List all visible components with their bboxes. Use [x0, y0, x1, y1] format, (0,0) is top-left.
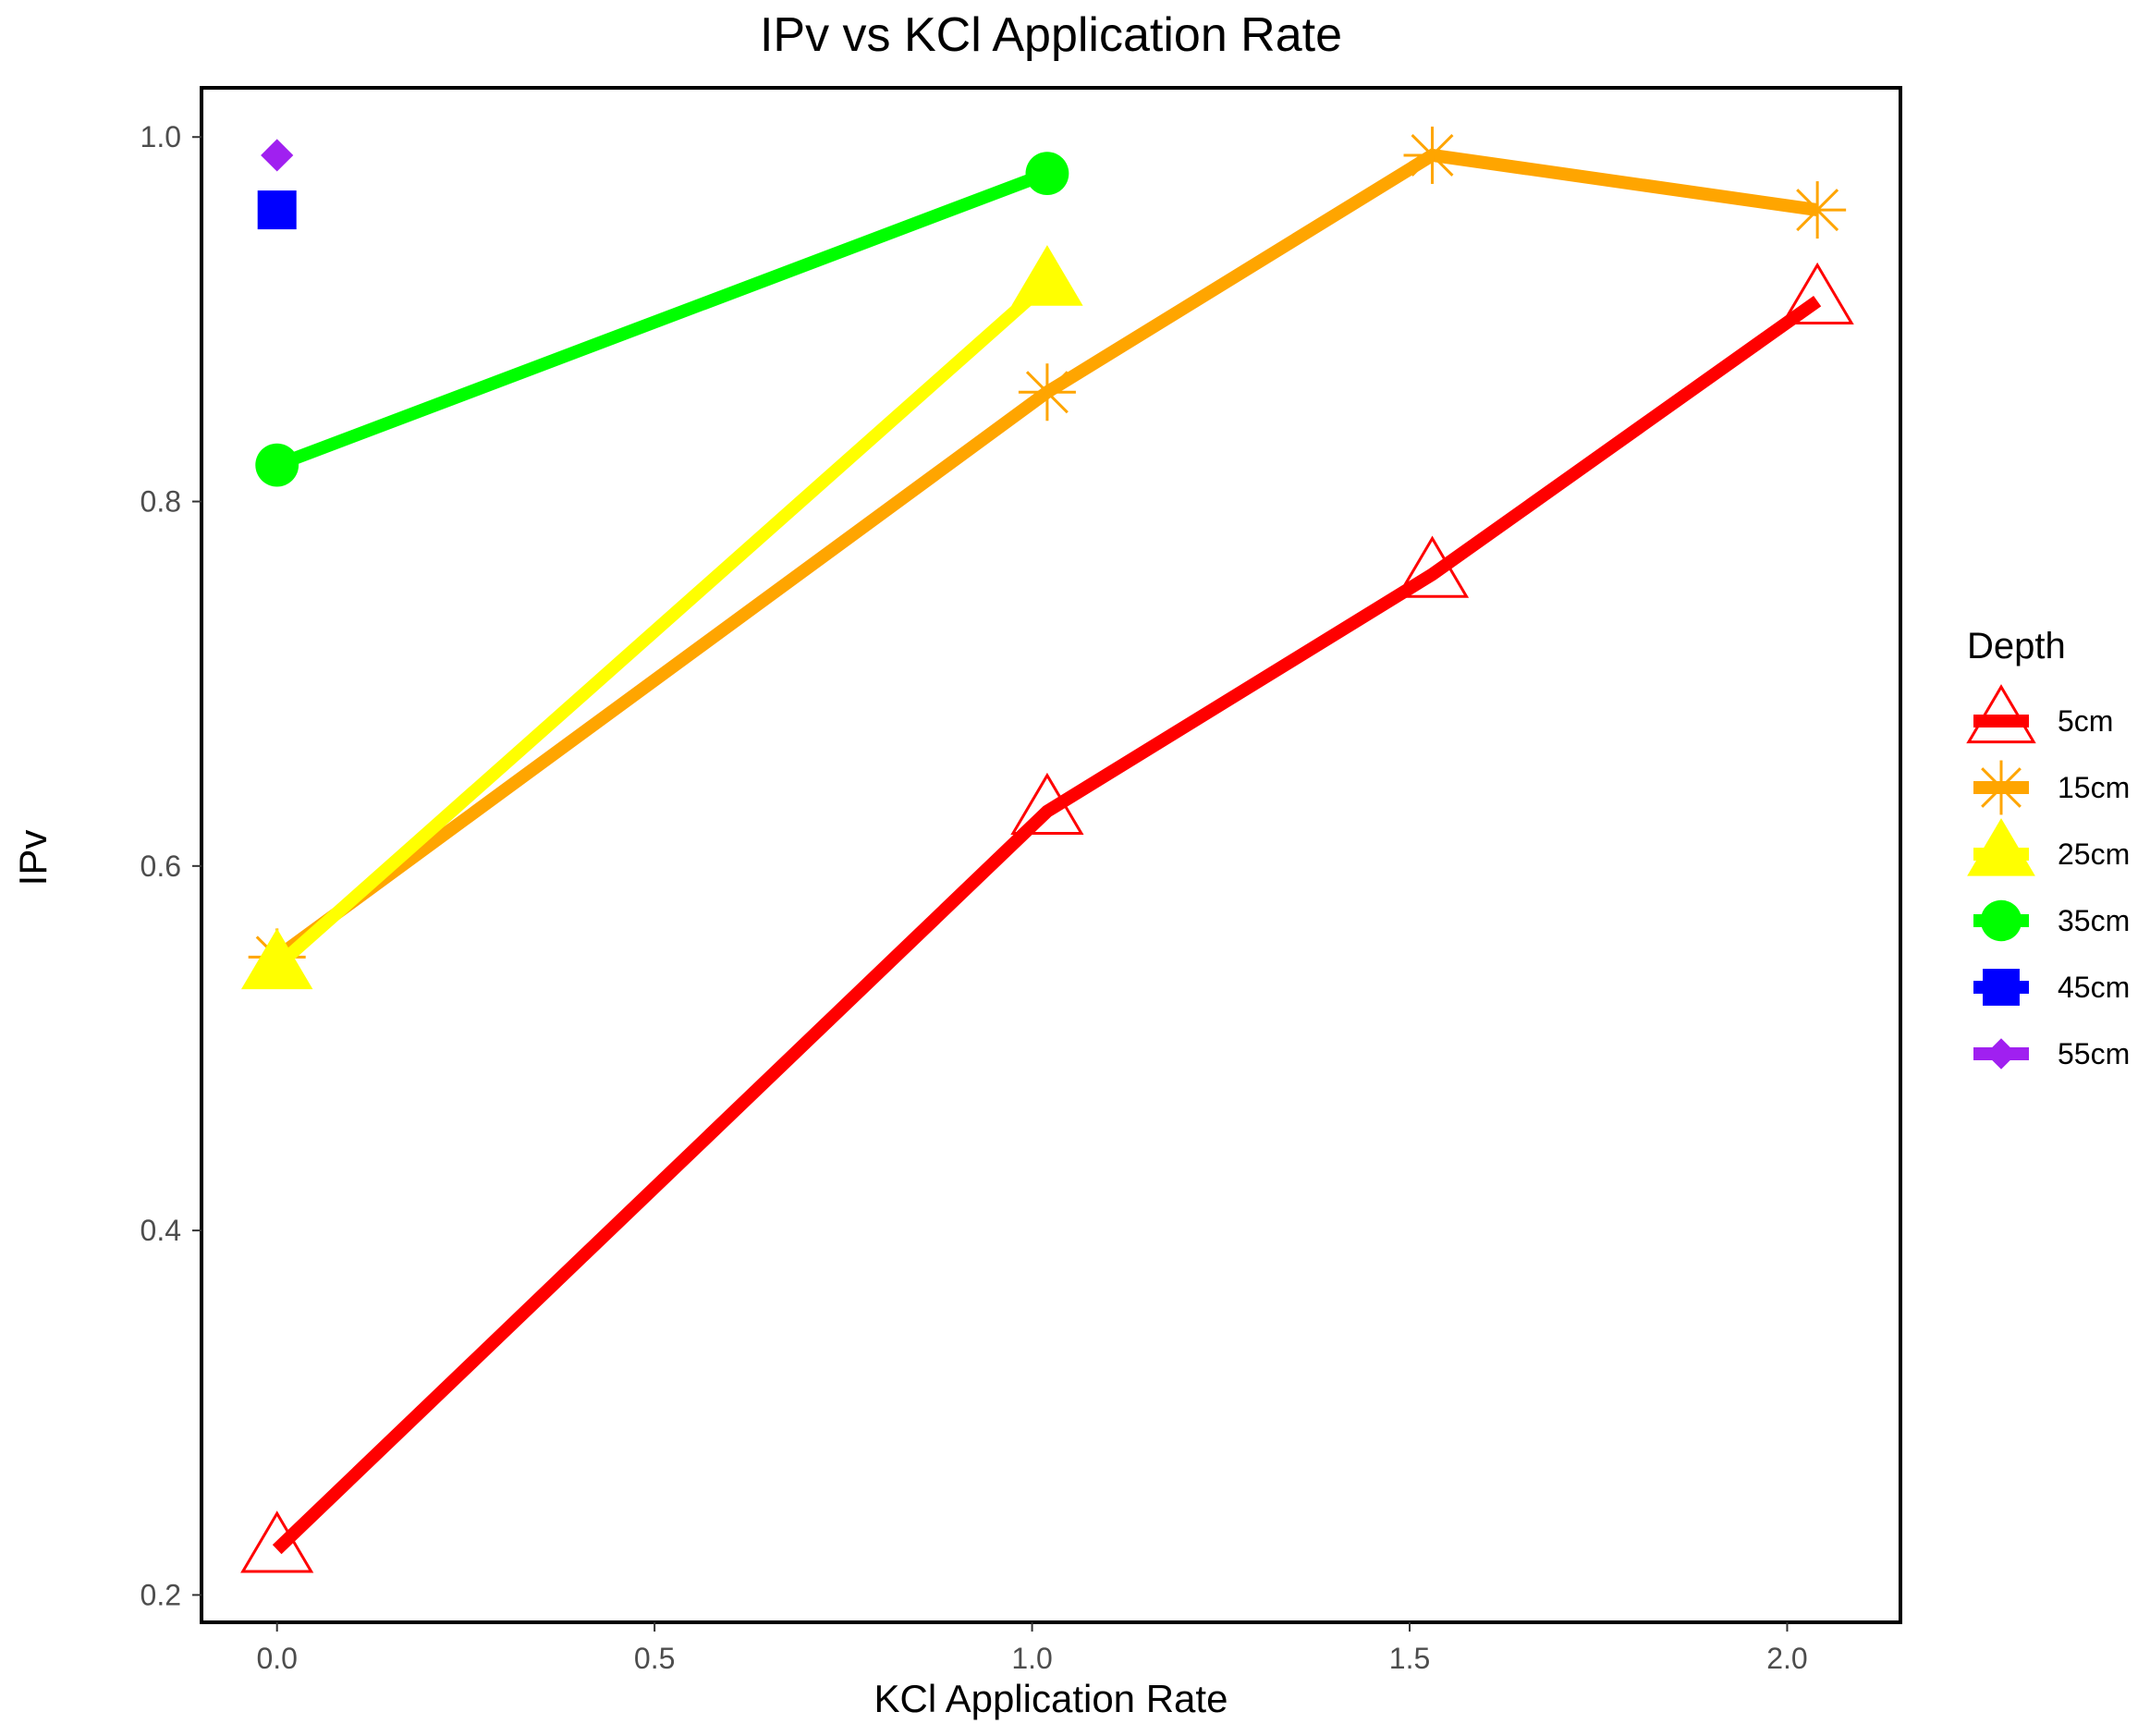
series-line-35cm [275, 167, 1050, 471]
legend-item-35cm: 35cm [1973, 899, 2130, 942]
legend-label: 55cm [2058, 1037, 2130, 1070]
y-tick-label: 0.6 [140, 850, 181, 883]
legend-item-5cm: 5cm [1966, 684, 2113, 744]
series-line-5cm [272, 295, 1822, 1555]
legend-label: 15cm [2058, 771, 2130, 804]
data-point-45cm [257, 190, 297, 230]
data-point-5cm [240, 1510, 314, 1573]
series-35cm [255, 152, 1069, 487]
legend-item-25cm: 25cm [1967, 818, 2130, 876]
y-tick-label: 1.0 [140, 120, 181, 153]
series-45cm [257, 190, 297, 230]
panel-border [200, 86, 1902, 1624]
chart-title: IPv vs KCl Application Rate [760, 8, 1342, 62]
legend-label: 35cm [2058, 904, 2130, 937]
data-point-15cm [1403, 126, 1461, 184]
series-55cm [261, 139, 294, 172]
series-25cm [240, 245, 1083, 990]
series-15cm [248, 126, 1847, 986]
plot-area [240, 126, 1854, 1573]
legend-label: 45cm [2058, 971, 2130, 1004]
x-tick-label: 0.0 [256, 1642, 297, 1675]
legend-title: Depth [1967, 626, 2066, 666]
legend-item-45cm: 45cm [1973, 969, 2130, 1006]
legend-item-55cm: 55cm [1973, 1037, 2130, 1070]
data-point-15cm [1789, 181, 1847, 239]
data-point-55cm [261, 139, 294, 172]
legend-key-marker-55cm [1985, 1038, 2017, 1070]
legend: Depth 5cm 15cm 25cm 35cm 45cm 55cm [1966, 626, 2130, 1070]
x-tick-label: 1.5 [1389, 1642, 1430, 1675]
legend-key-marker-45cm [1983, 969, 2020, 1006]
x-tick-label: 2.0 [1766, 1642, 1807, 1675]
legend-label: 5cm [2058, 704, 2113, 738]
axes: 0.0 0.5 1.0 1.5 2.0 0.2 0.4 0.6 0.8 1.0 [140, 86, 1902, 1675]
data-point-25cm [240, 928, 313, 990]
data-point-5cm [1010, 772, 1084, 836]
data-point-15cm [1018, 363, 1076, 422]
x-tick-label: 1.0 [1011, 1642, 1052, 1675]
y-tick-label: 0.8 [140, 485, 181, 519]
y-tick-label: 0.4 [140, 1214, 181, 1247]
legend-key-marker-15cm [1973, 760, 2029, 815]
data-point-35cm [1025, 152, 1069, 196]
data-point-5cm [1780, 262, 1854, 324]
legend-key-marker-35cm [1980, 899, 2022, 942]
legend-label: 25cm [2058, 837, 2130, 871]
legend-item-15cm: 15cm [1973, 760, 2130, 815]
data-point-35cm [255, 443, 299, 487]
y-tick-label: 0.2 [140, 1578, 181, 1611]
series-line-15cm [273, 148, 1819, 963]
series-5cm [240, 262, 1854, 1573]
data-point-5cm [1395, 535, 1470, 598]
data-point-25cm [1011, 245, 1083, 306]
legend-key-marker-25cm [1967, 818, 2035, 876]
x-axis-title: KCl Application Rate [874, 1677, 1228, 1720]
y-axis-title: IPv [11, 830, 55, 886]
legend-key-marker-5cm [1966, 684, 2036, 744]
series-line-25cm [273, 277, 1052, 972]
x-tick-label: 0.5 [634, 1642, 675, 1675]
